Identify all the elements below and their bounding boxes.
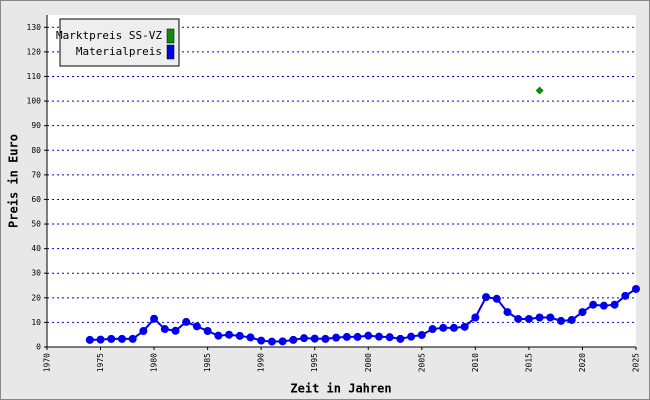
- point: [278, 337, 287, 346]
- point: [353, 332, 362, 341]
- y-tick-label: 60: [31, 195, 41, 204]
- point: [610, 300, 619, 309]
- point: [471, 313, 480, 322]
- point: [235, 331, 244, 340]
- point: [567, 315, 576, 324]
- point: [257, 336, 266, 345]
- point: [107, 334, 116, 343]
- point: [310, 334, 319, 343]
- point: [332, 333, 341, 342]
- point: [396, 334, 405, 343]
- point: [171, 326, 180, 335]
- point: [460, 322, 469, 331]
- point: [160, 325, 169, 334]
- point: [85, 335, 94, 344]
- y-tick-label: 20: [31, 293, 41, 302]
- y-tick-label: 80: [31, 146, 41, 155]
- y-axis-title: Preis in Euro: [7, 134, 21, 228]
- point: [117, 334, 126, 343]
- point: [503, 308, 512, 317]
- x-tick-label: 1970: [43, 353, 52, 372]
- point: [150, 314, 159, 323]
- point: [492, 294, 501, 303]
- point: [300, 334, 309, 343]
- point: [182, 317, 191, 326]
- point: [514, 314, 523, 323]
- point: [289, 335, 298, 344]
- point: [246, 333, 255, 342]
- point: [128, 334, 137, 343]
- point: [192, 322, 201, 331]
- legend-box: [59, 18, 180, 67]
- x-tick-label: 2005: [417, 353, 426, 372]
- y-tick-label: 130: [27, 23, 42, 32]
- marks: [85, 86, 640, 346]
- legend-label: Materialpreis: [76, 45, 162, 58]
- point: [557, 316, 566, 325]
- y-tick-label: 40: [31, 244, 41, 253]
- y-tick-label: 0: [36, 343, 41, 352]
- point: [546, 313, 555, 322]
- point: [139, 327, 148, 336]
- point: [535, 313, 544, 322]
- point: [385, 333, 394, 342]
- plot-area: [47, 15, 636, 347]
- point: [428, 325, 437, 334]
- point: [407, 332, 416, 341]
- grid: [47, 26, 636, 323]
- point: [342, 332, 351, 341]
- x-axis-title: Zeit in Jahren: [290, 382, 391, 396]
- x-tick-label: 2010: [471, 353, 480, 372]
- point: [524, 314, 533, 323]
- x-tick-label: 1985: [203, 353, 212, 372]
- point: [96, 335, 105, 344]
- point: [578, 308, 587, 317]
- point: [225, 330, 234, 339]
- y-tick-label: 70: [31, 170, 41, 179]
- point: [321, 334, 330, 343]
- x-tick-label: 1990: [257, 353, 266, 372]
- x-tick-label: 2000: [364, 353, 373, 372]
- x-tick-label: 2025: [632, 353, 641, 372]
- point: [203, 327, 212, 336]
- y-tick-label: 90: [31, 121, 41, 130]
- legend: Marktpreis SS-VZ Materialpreis: [56, 18, 180, 67]
- y-tick-label: 120: [27, 47, 42, 56]
- x-tick-label: 1980: [150, 353, 159, 372]
- point: [535, 86, 544, 95]
- point: [214, 331, 223, 340]
- legend-swatch: [166, 28, 175, 44]
- point: [632, 284, 640, 293]
- series-line: [89, 288, 637, 343]
- point: [267, 337, 276, 346]
- point: [439, 323, 448, 332]
- point: [374, 332, 383, 341]
- y-tick-label: 30: [31, 269, 41, 278]
- legend-label: Marktpreis SS-VZ: [56, 29, 162, 42]
- y-tick-label: 110: [27, 72, 42, 81]
- legend-swatch: [166, 44, 175, 60]
- point: [599, 301, 608, 310]
- x-tick-label: 1975: [96, 353, 105, 372]
- y-tick-label: 10: [31, 318, 41, 327]
- x-tick-label: 2020: [578, 353, 587, 372]
- point: [417, 330, 426, 339]
- x-tick-label: 1995: [310, 353, 319, 372]
- point: [482, 293, 491, 302]
- point: [449, 323, 458, 332]
- point: [621, 291, 630, 300]
- point: [364, 331, 373, 340]
- y-tick-label: 50: [31, 220, 41, 229]
- x-tick-label: 2015: [524, 353, 533, 372]
- y-tick-label: 100: [27, 97, 42, 106]
- point: [589, 300, 598, 309]
